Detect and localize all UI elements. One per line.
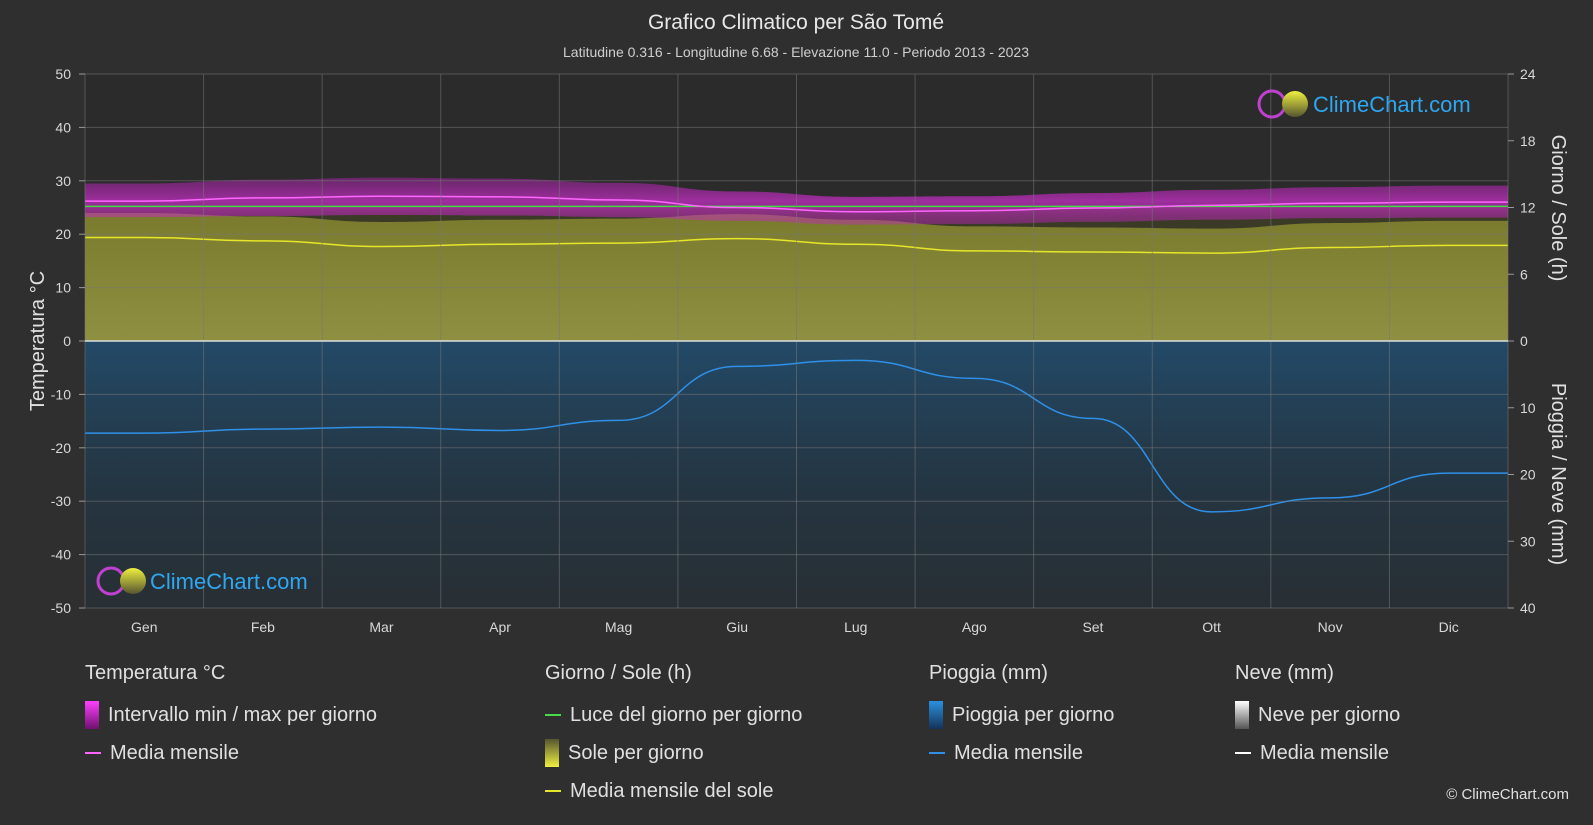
chart-title: Grafico Climatico per São Tomé <box>648 11 944 34</box>
legend-temperature: Temperatura °C Intervallo min / max per … <box>85 662 377 772</box>
logo-sun-icon <box>120 568 146 594</box>
legend-sun-mean: Media mensile del sole <box>545 772 802 810</box>
rain-mean-swatch <box>929 752 945 754</box>
legend-daylight: Luce del giorno per giorno <box>545 696 802 734</box>
left-tick-label: -20 <box>51 440 71 456</box>
right-bottom-tick-label: 30 <box>1520 533 1536 549</box>
legend-snow-daily: Neve per giorno <box>1235 696 1400 734</box>
legend-rain-label: Pioggia per giorno <box>952 703 1115 726</box>
month-tick-label: Giu <box>726 619 748 635</box>
rain-swatch <box>929 701 943 729</box>
right-top-tick-label: 6 <box>1520 266 1528 282</box>
month-tick-label: Nov <box>1318 619 1343 635</box>
right-bottom-tick-label: 40 <box>1520 600 1536 616</box>
sun-mean-line <box>85 236 1508 254</box>
rain-mean-line <box>84 359 1508 513</box>
legend-snow-title: Neve (mm) <box>1235 662 1334 684</box>
month-tick-label: Set <box>1082 619 1103 635</box>
brand-logo-bottom[interactable]: ClimeChart.com <box>96 566 308 596</box>
right-top-tick-label: 0 <box>1520 333 1528 349</box>
copyright: © ClimeChart.com <box>1446 786 1569 803</box>
chart-subtitle: Latitudine 0.316 - Longitudine 6.68 - El… <box>563 44 1029 60</box>
legend-rain-mean-label: Media mensile <box>954 741 1083 764</box>
month-tick-label: Ago <box>962 619 987 635</box>
temp-mean-swatch <box>85 752 101 754</box>
right-bottom-tick-label: 10 <box>1520 400 1536 416</box>
legend-sun-mean-label: Media mensile del sole <box>570 779 774 802</box>
brand-logo-top[interactable]: ClimeChart.com <box>1257 89 1471 119</box>
legend-temp-range-label: Intervallo min / max per giorno <box>108 703 378 726</box>
right-axis-bottom-label: Pioggia / Neve (mm) <box>1547 383 1569 565</box>
left-tick-label: -50 <box>51 600 71 616</box>
left-tick-label: 40 <box>55 119 71 135</box>
legend-sun: Giorno / Sole (h) Luce del giorno per gi… <box>545 662 802 810</box>
legend-rain-mean: Media mensile <box>929 734 1114 772</box>
month-tick-label: Dic <box>1439 619 1459 635</box>
right-axis-top-label: Giorno / Sole (h) <box>1547 135 1569 282</box>
legend-snow-mean-label: Media mensile <box>1260 741 1389 764</box>
left-tick-label: 30 <box>55 173 71 189</box>
right-top-tick-label: 24 <box>1520 66 1536 82</box>
logo-sun-icon <box>1282 91 1308 117</box>
month-tick-label: Mag <box>605 619 632 635</box>
daylight-swatch <box>545 714 561 716</box>
legend-rain-daily: Pioggia per giorno <box>929 696 1114 734</box>
left-tick-label: -40 <box>51 547 71 563</box>
left-tick-label: -10 <box>51 386 71 402</box>
left-tick-label: -30 <box>51 493 71 509</box>
temp-range-swatch <box>85 701 99 729</box>
month-tick-label: Gen <box>131 619 157 635</box>
legend-sun-title: Giorno / Sole (h) <box>545 662 692 684</box>
legend-rain-title: Pioggia (mm) <box>929 662 1048 684</box>
right-top-tick-label: 12 <box>1520 200 1536 216</box>
legend-snow-label: Neve per giorno <box>1258 703 1401 726</box>
month-tick-label: Ott <box>1202 619 1221 635</box>
brand-text-bottom: ClimeChart.com <box>150 569 308 594</box>
legend-temp-mean-label: Media mensile <box>110 741 239 764</box>
axes: 50 40 30 20 10 0 -10 -20 -30 -40 -50 24 18 12 6 0 10 20 30… <box>51 66 1536 635</box>
sun-mean-swatch <box>545 790 561 792</box>
month-tick-label: Mar <box>369 619 393 635</box>
brand-text-top: ClimeChart.com <box>1313 92 1471 117</box>
month-tick-label: Lug <box>844 619 867 635</box>
left-tick-label: 0 <box>63 333 71 349</box>
legend-temperature-title: Temperatura °C <box>85 662 226 684</box>
snow-swatch <box>1235 701 1249 729</box>
left-tick-label: 10 <box>55 280 71 296</box>
snow-mean-swatch <box>1235 752 1251 754</box>
left-tick-label: 50 <box>55 66 71 82</box>
legend-temp-range: Intervallo min / max per giorno <box>85 696 377 734</box>
legend-snow: Neve (mm) Neve per giorno Media mensile <box>1235 662 1400 772</box>
right-bottom-tick-label: 20 <box>1520 467 1536 483</box>
month-tick-label: Apr <box>489 619 511 635</box>
sun-swatch <box>545 739 559 767</box>
legend-snow-mean: Media mensile <box>1235 734 1400 772</box>
month-tick-label: Feb <box>251 619 275 635</box>
temp-mean-line <box>85 195 1508 213</box>
legend-daylight-label: Luce del giorno per giorno <box>570 703 803 726</box>
legend-temp-mean: Media mensile <box>85 734 377 772</box>
left-tick-label: 20 <box>55 226 71 242</box>
legend-sunshine: Sole per giorno <box>545 734 802 772</box>
legend-sun-label: Sole per giorno <box>568 741 704 764</box>
right-top-tick-label: 18 <box>1520 133 1536 149</box>
left-axis-label: Temperatura °C <box>27 271 49 411</box>
legend-rain: Pioggia (mm) Pioggia per giorno Media me… <box>929 662 1114 772</box>
